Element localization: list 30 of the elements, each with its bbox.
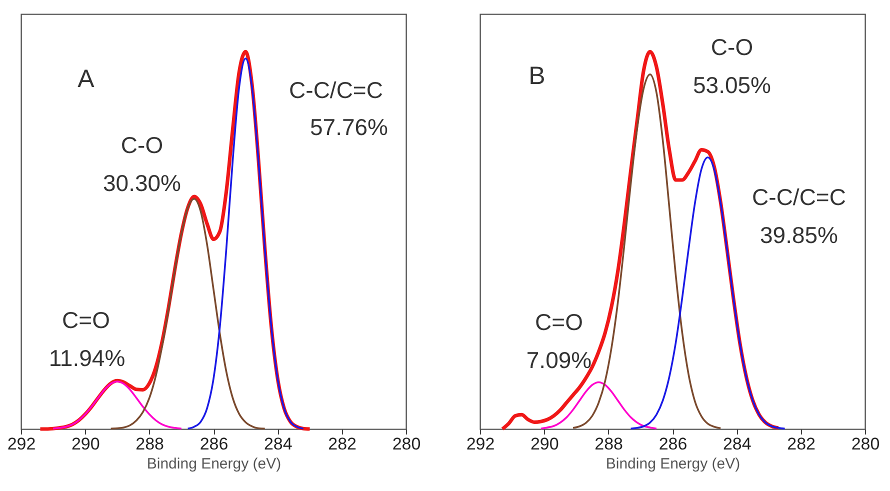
- x-tick-label: 286: [200, 434, 228, 454]
- x-tick-label: 282: [787, 434, 816, 454]
- x-tick-label: 284: [722, 434, 752, 454]
- annotation: C-O: [710, 34, 754, 60]
- x-tick-label: 280: [392, 434, 421, 454]
- x-tick-label: 290: [71, 434, 100, 454]
- annotation: C-C/C=C: [289, 77, 383, 103]
- x-tick-label: 286: [658, 434, 688, 454]
- x-tick-label: 282: [328, 434, 357, 454]
- x-tick-label: 288: [594, 434, 624, 454]
- x-tick-label: 290: [530, 434, 559, 454]
- annotation: C-O: [120, 132, 164, 158]
- x-axis-title: Binding Energy (eV): [606, 456, 740, 472]
- x-tick-label: 280: [851, 434, 880, 454]
- annotation: C-C/C=C: [752, 184, 846, 210]
- x-tick-label: 292: [466, 434, 495, 454]
- annotation: C=O: [62, 307, 110, 333]
- annotation: 39.85%: [760, 222, 838, 248]
- annotation: A: [78, 65, 95, 93]
- x-tick-label: 292: [7, 434, 36, 454]
- annotation: 30.30%: [102, 170, 182, 196]
- annotation: C=O: [535, 309, 583, 335]
- annotation: 57.76%: [310, 114, 388, 140]
- x-tick-label: 284: [264, 434, 292, 454]
- x-tick-label: 288: [136, 434, 164, 454]
- annotation: 53.05%: [692, 72, 772, 98]
- annotation: B: [528, 62, 546, 90]
- annotation: 7.09%: [526, 347, 592, 373]
- annotation: 11.94%: [48, 345, 126, 371]
- x-axis-title: Binding Energy (eV): [146, 456, 282, 472]
